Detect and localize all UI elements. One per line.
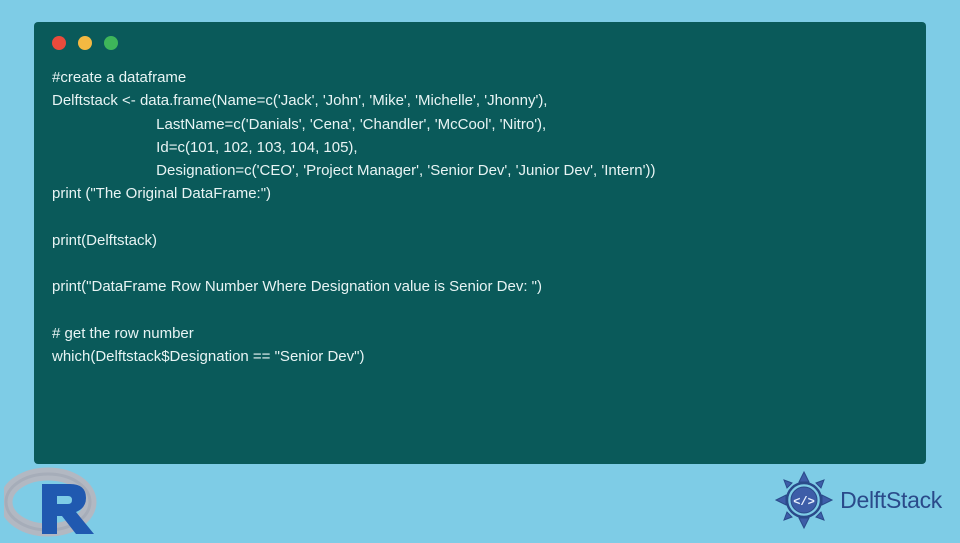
code-content: #create a dataframe Delftstack <- data.f… bbox=[52, 66, 908, 368]
delftstack-text: DelftStack bbox=[840, 487, 942, 514]
r-language-logo bbox=[4, 466, 100, 538]
delftstack-logo: </> DelftStack bbox=[774, 470, 942, 530]
window-maximize-dot[interactable] bbox=[104, 36, 118, 50]
window-close-dot[interactable] bbox=[52, 36, 66, 50]
code-window: #create a dataframe Delftstack <- data.f… bbox=[34, 22, 926, 464]
svg-text:</>: </> bbox=[793, 495, 815, 509]
window-controls bbox=[52, 36, 908, 50]
delftstack-icon: </> bbox=[774, 470, 834, 530]
window-minimize-dot[interactable] bbox=[78, 36, 92, 50]
